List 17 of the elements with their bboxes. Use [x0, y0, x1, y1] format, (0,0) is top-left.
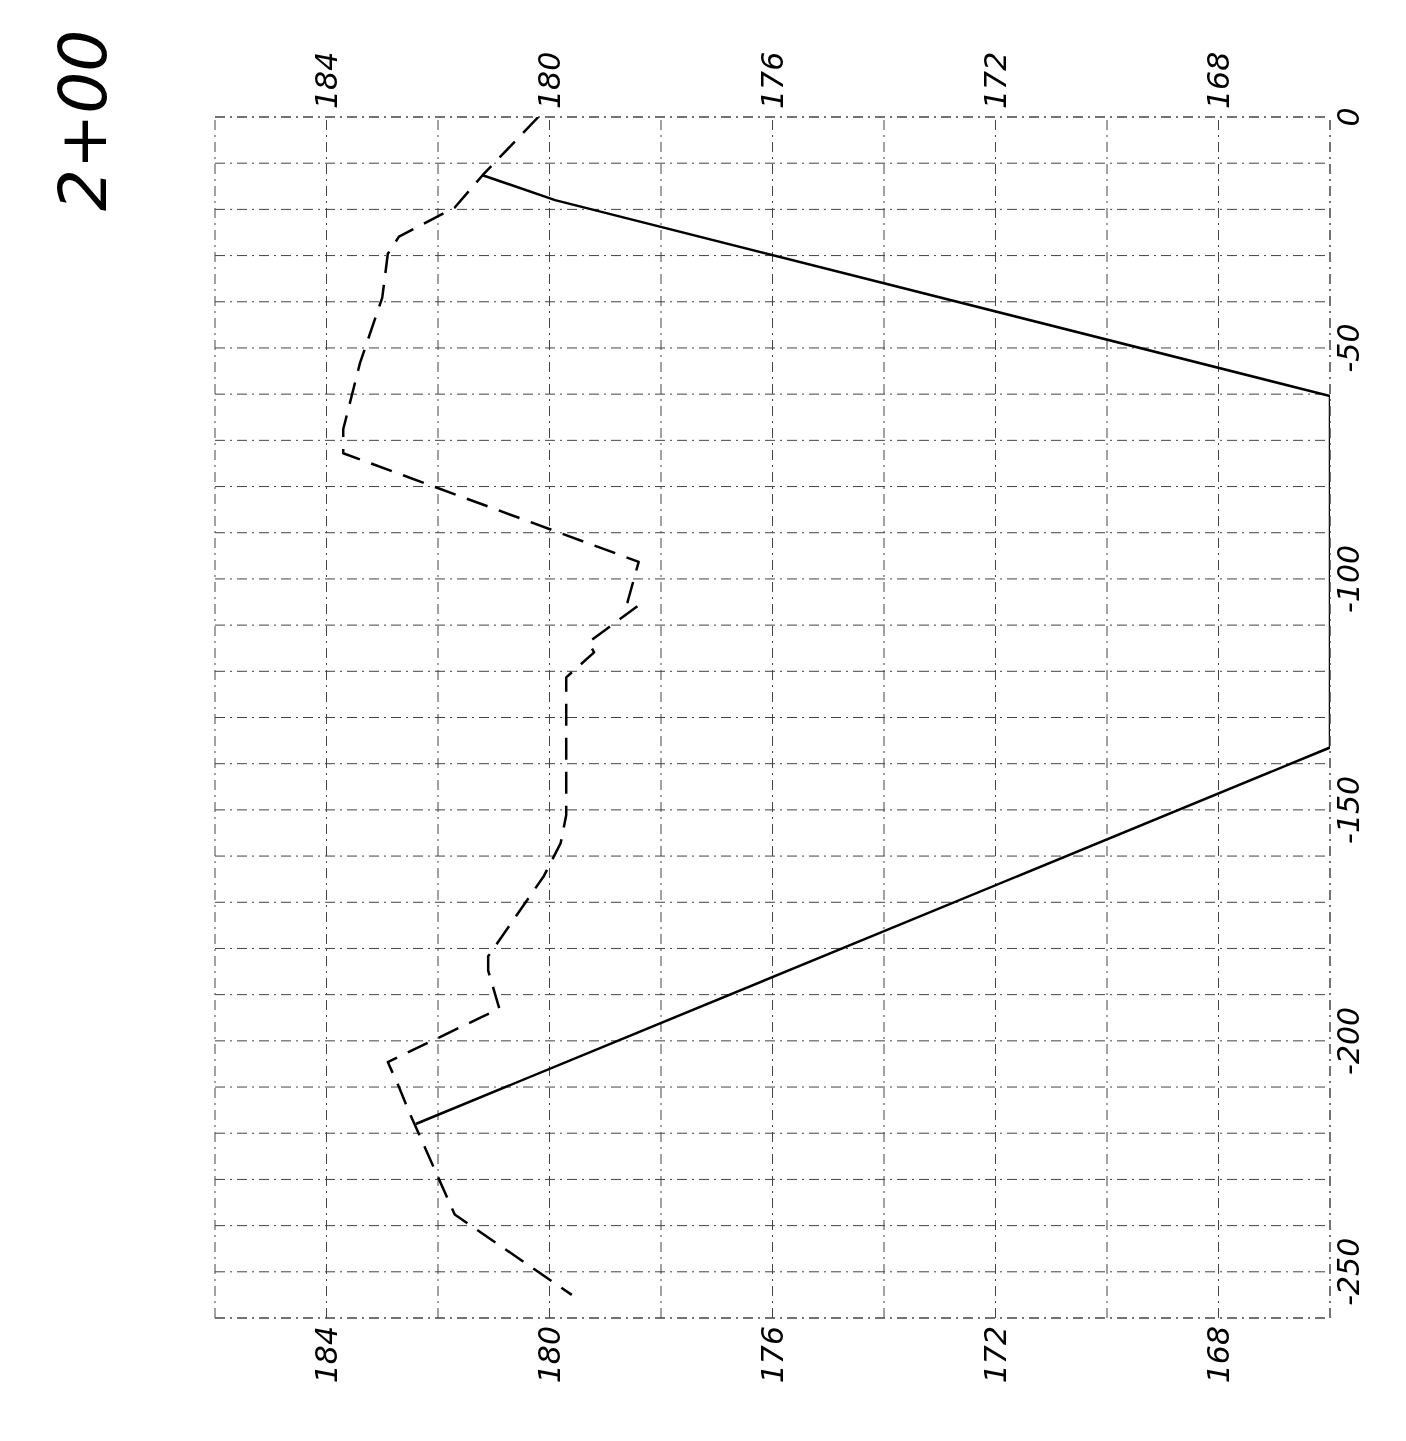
x2-tick-label: 176 — [755, 1326, 791, 1384]
y-tick-label: -200 — [1331, 1006, 1367, 1075]
x-tick-label: 172 — [978, 51, 1014, 109]
y-tick-label: -250 — [1331, 1237, 1367, 1306]
x-tick-label: 168 — [1201, 51, 1237, 109]
chart-title: 2+00 — [45, 29, 122, 211]
y-tick-label: -100 — [1331, 544, 1367, 613]
x2-tick-label: 168 — [1201, 1326, 1237, 1384]
x2-tick-label: 180 — [532, 1326, 568, 1384]
x2-tick-label: 184 — [309, 1326, 345, 1384]
x-tick-label: 184 — [309, 51, 345, 109]
y-tick-label: -150 — [1331, 775, 1367, 844]
x-tick-label: 176 — [755, 51, 791, 109]
x2-tick-label: 172 — [978, 1326, 1014, 1384]
y-tick-label: 0 — [1331, 107, 1367, 127]
x-tick-label: 180 — [532, 51, 568, 109]
y-tick-label: -50 — [1331, 323, 1367, 373]
